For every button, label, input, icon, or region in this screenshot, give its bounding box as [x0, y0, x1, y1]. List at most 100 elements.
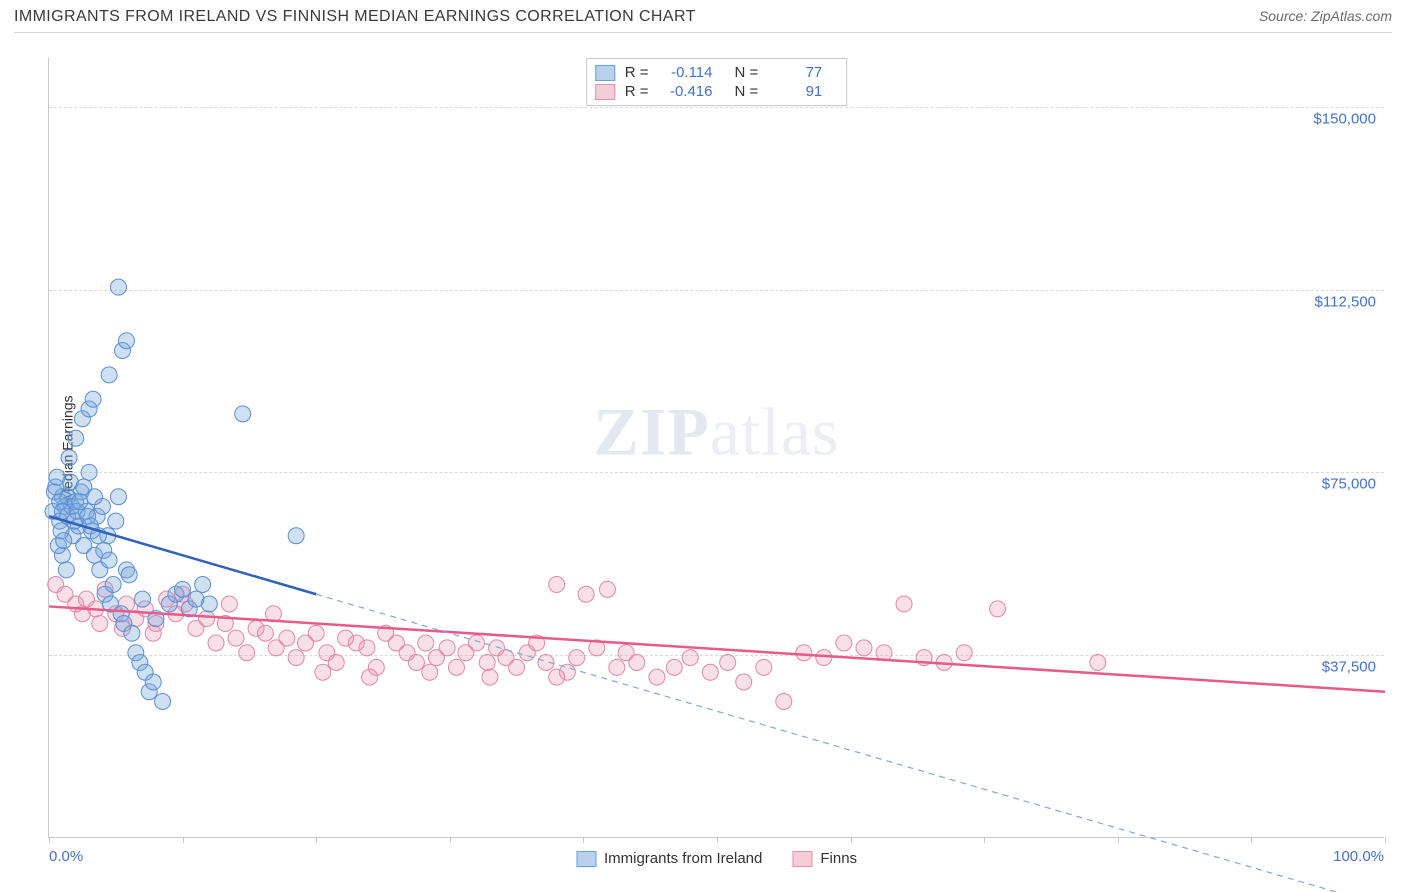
data-point: [359, 640, 375, 656]
n-value-finns: 91: [772, 83, 822, 100]
r-value-ireland: -0.114: [663, 64, 713, 81]
data-point: [362, 669, 378, 685]
data-point: [469, 635, 485, 651]
data-point: [682, 650, 698, 666]
data-point: [121, 567, 137, 583]
data-point: [666, 659, 682, 675]
data-point: [649, 669, 665, 685]
legend-row-finns: R = -0.416 N = 91: [595, 82, 835, 101]
swatch-finns-bottom: [792, 851, 812, 867]
data-point: [599, 581, 615, 597]
legend-item-ireland: Immigrants from Ireland: [576, 850, 762, 867]
data-point: [61, 450, 77, 466]
data-point: [81, 464, 97, 480]
data-point: [569, 650, 585, 666]
data-point: [609, 659, 625, 675]
data-point: [956, 645, 972, 661]
data-point: [101, 552, 117, 568]
data-point: [549, 669, 565, 685]
data-point: [118, 333, 134, 349]
data-point: [110, 279, 126, 295]
data-point: [85, 391, 101, 407]
data-point: [720, 655, 736, 671]
chart-title: IMMIGRANTS FROM IRELAND VS FINNISH MEDIA…: [14, 8, 696, 26]
x-axis-min-label: 0.0%: [49, 848, 83, 865]
data-point: [49, 469, 65, 485]
data-point: [199, 611, 215, 627]
data-point: [86, 489, 102, 505]
data-point: [509, 659, 525, 675]
x-tick: [851, 837, 852, 843]
r-label-finns: R =: [625, 83, 649, 100]
data-point: [308, 625, 324, 641]
x-axis-max-label: 100.0%: [1333, 848, 1384, 865]
data-point: [105, 577, 121, 593]
data-point: [92, 616, 108, 632]
data-point: [482, 669, 498, 685]
plot-area: Median Earnings $37,500$75,000$112,500$1…: [48, 58, 1384, 838]
data-point: [408, 655, 424, 671]
data-point: [56, 533, 72, 549]
data-point: [315, 664, 331, 680]
data-point: [328, 655, 344, 671]
data-point: [221, 596, 237, 612]
data-point: [578, 586, 594, 602]
data-point: [228, 630, 244, 646]
legend-row-ireland: R = -0.114 N = 77: [595, 63, 835, 82]
x-tick: [183, 837, 184, 843]
data-point: [448, 659, 464, 675]
source-prefix: Source:: [1259, 8, 1311, 24]
legend-label-ireland: Immigrants from Ireland: [604, 850, 762, 867]
data-point: [418, 635, 434, 651]
swatch-finns: [595, 84, 615, 100]
data-point: [175, 581, 191, 597]
n-label-ireland: N =: [735, 64, 759, 81]
data-point: [68, 430, 84, 446]
scatter-ireland: [45, 279, 304, 709]
x-tick: [1251, 837, 1252, 843]
data-point: [108, 513, 124, 529]
data-point: [288, 528, 304, 544]
x-tick: [1118, 837, 1119, 843]
data-point: [439, 640, 455, 656]
legend-label-finns: Finns: [820, 850, 857, 867]
data-point: [776, 694, 792, 710]
data-point: [101, 367, 117, 383]
data-point: [145, 674, 161, 690]
r-label-ireland: R =: [625, 64, 649, 81]
data-point: [1090, 655, 1106, 671]
data-point: [796, 645, 812, 661]
data-point: [201, 596, 217, 612]
data-point: [836, 635, 852, 651]
data-point: [279, 630, 295, 646]
x-tick: [984, 837, 985, 843]
data-point: [990, 601, 1006, 617]
data-point: [257, 625, 273, 641]
data-point: [629, 655, 645, 671]
data-point: [110, 489, 126, 505]
data-point: [195, 577, 211, 593]
n-label-finns: N =: [735, 83, 759, 100]
n-value-ireland: 77: [772, 64, 822, 81]
chart-header: IMMIGRANTS FROM IRELAND VS FINNISH MEDIA…: [14, 8, 1392, 33]
r-value-finns: -0.416: [663, 83, 713, 100]
data-point: [145, 625, 161, 641]
data-point: [702, 664, 718, 680]
trend-lines: [49, 516, 1385, 892]
data-point: [756, 659, 772, 675]
data-point: [288, 650, 304, 666]
x-tick: [1385, 837, 1386, 843]
chart-source: Source: ZipAtlas.com: [1259, 8, 1392, 24]
x-tick: [316, 837, 317, 843]
data-point: [54, 503, 70, 519]
data-point: [235, 406, 251, 422]
data-point: [135, 591, 151, 607]
x-tick: [450, 837, 451, 843]
data-point: [239, 645, 255, 661]
chart-svg: [49, 58, 1384, 837]
data-point: [155, 694, 171, 710]
swatch-ireland: [595, 65, 615, 81]
x-tick: [717, 837, 718, 843]
data-point: [896, 596, 912, 612]
x-tick: [583, 837, 584, 843]
